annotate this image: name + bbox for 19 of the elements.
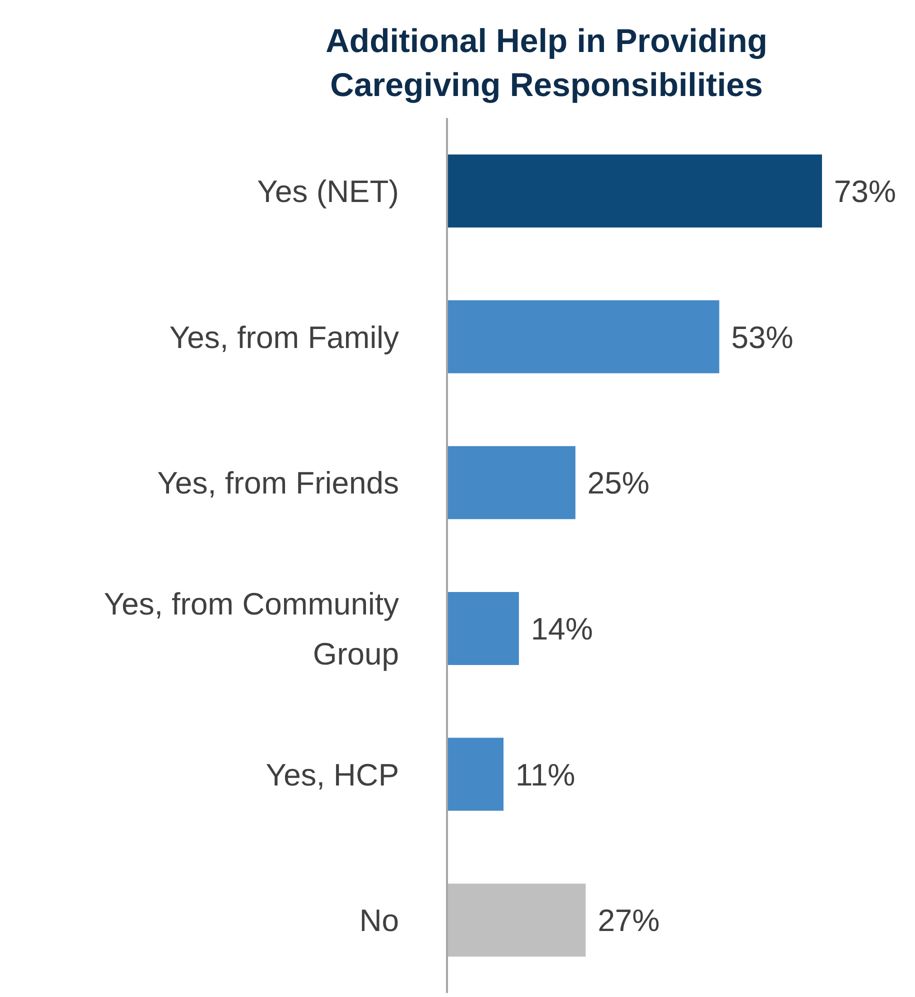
bar xyxy=(447,884,586,957)
bar xyxy=(447,154,822,228)
y-tick-label: Yes, from Family xyxy=(169,319,400,354)
y-tick-label: No xyxy=(359,902,399,938)
data-label: 53% xyxy=(731,320,794,355)
data-label: 14% xyxy=(530,611,593,646)
bar xyxy=(447,592,519,665)
bar xyxy=(447,446,576,520)
bar xyxy=(447,738,504,811)
y-tick-label: Yes, HCP xyxy=(266,756,399,792)
data-label: 27% xyxy=(598,903,660,938)
chart-title: Additional Help in Providing Caregiving Responsibilities xyxy=(324,21,768,105)
y-tick-label: Yes, from Community Group xyxy=(104,586,400,671)
y-tick-label: Yes, from Friends xyxy=(157,465,399,500)
bar xyxy=(447,300,720,374)
y-tick-label: Yes (NET) xyxy=(257,173,399,208)
data-label: 25% xyxy=(587,466,650,501)
data-label: 11% xyxy=(516,757,576,792)
data-label: 73% xyxy=(834,174,896,209)
